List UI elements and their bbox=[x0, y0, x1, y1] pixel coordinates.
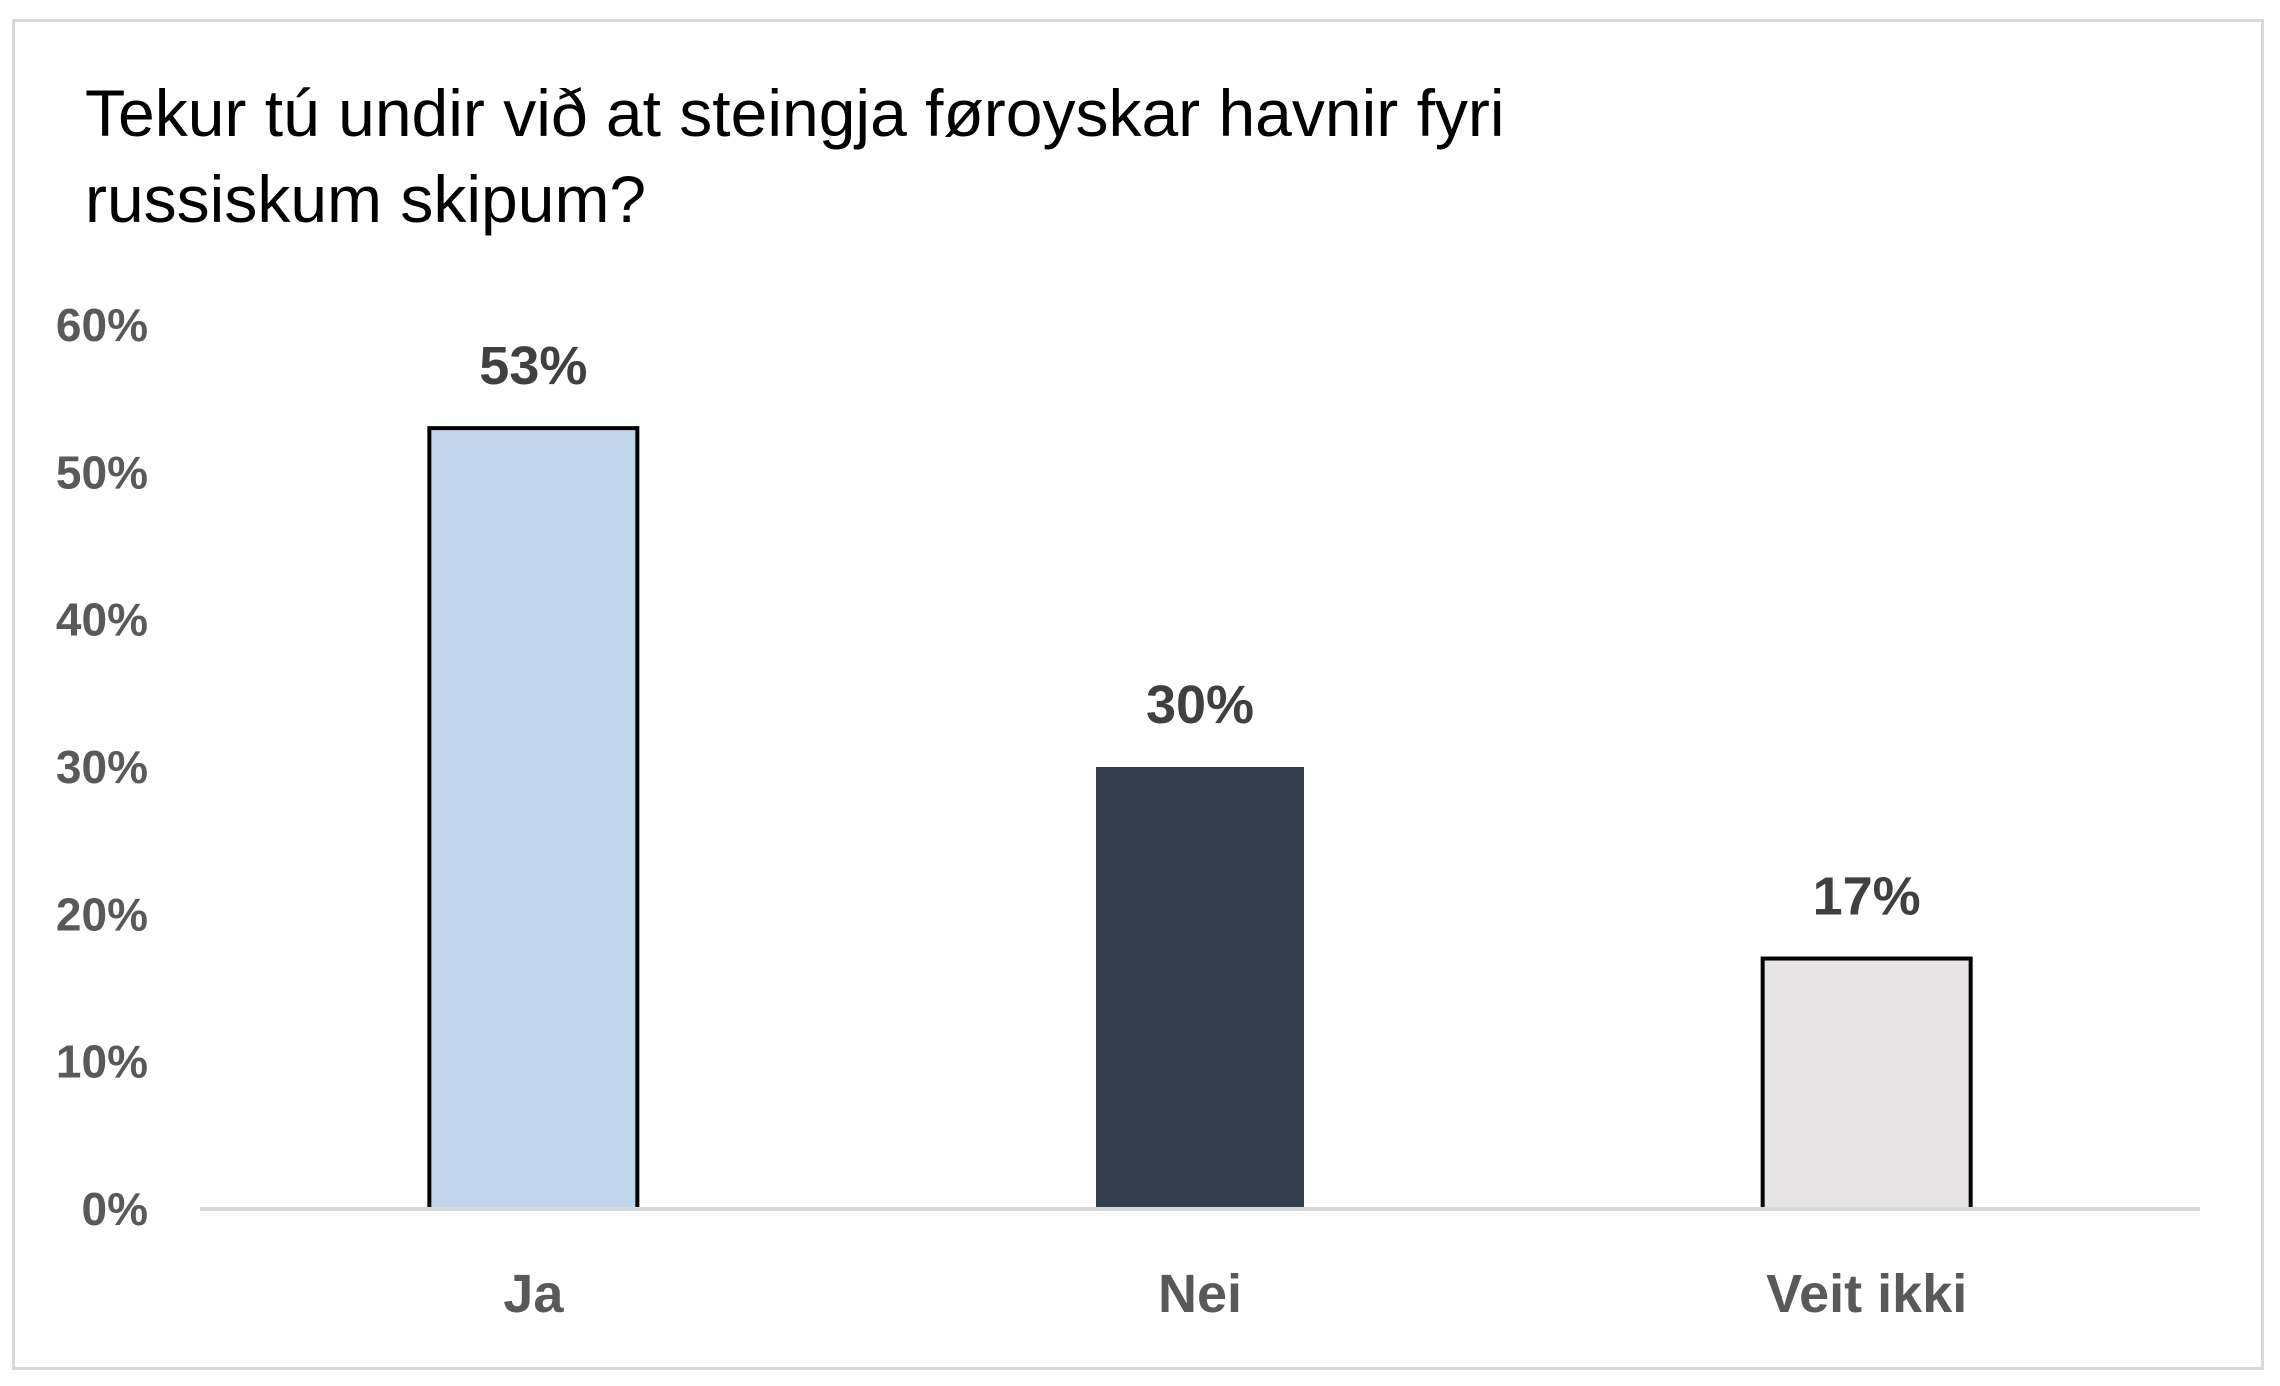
chart-title: Tekur tú undir við at steingja føroyskar… bbox=[85, 76, 1505, 236]
x-tick-label: Veit ikki bbox=[1766, 1264, 1967, 1324]
x-tick-label: Ja bbox=[503, 1264, 564, 1324]
bar bbox=[1096, 767, 1304, 1209]
y-tick-label: 0% bbox=[82, 1183, 148, 1235]
data-label: 17% bbox=[1813, 867, 1921, 927]
bar bbox=[1760, 956, 1973, 1211]
y-tick-label: 50% bbox=[56, 446, 148, 498]
y-tick-label: 30% bbox=[56, 741, 148, 793]
bar bbox=[427, 426, 640, 1211]
data-label: 30% bbox=[1146, 675, 1254, 735]
data-label: 53% bbox=[479, 336, 587, 396]
y-tick-label: 60% bbox=[56, 299, 148, 351]
x-tick-label: Nei bbox=[1158, 1264, 1242, 1324]
y-tick-label: 40% bbox=[56, 594, 148, 646]
y-tick-label: 10% bbox=[56, 1036, 148, 1088]
y-tick-label: 20% bbox=[56, 888, 148, 940]
